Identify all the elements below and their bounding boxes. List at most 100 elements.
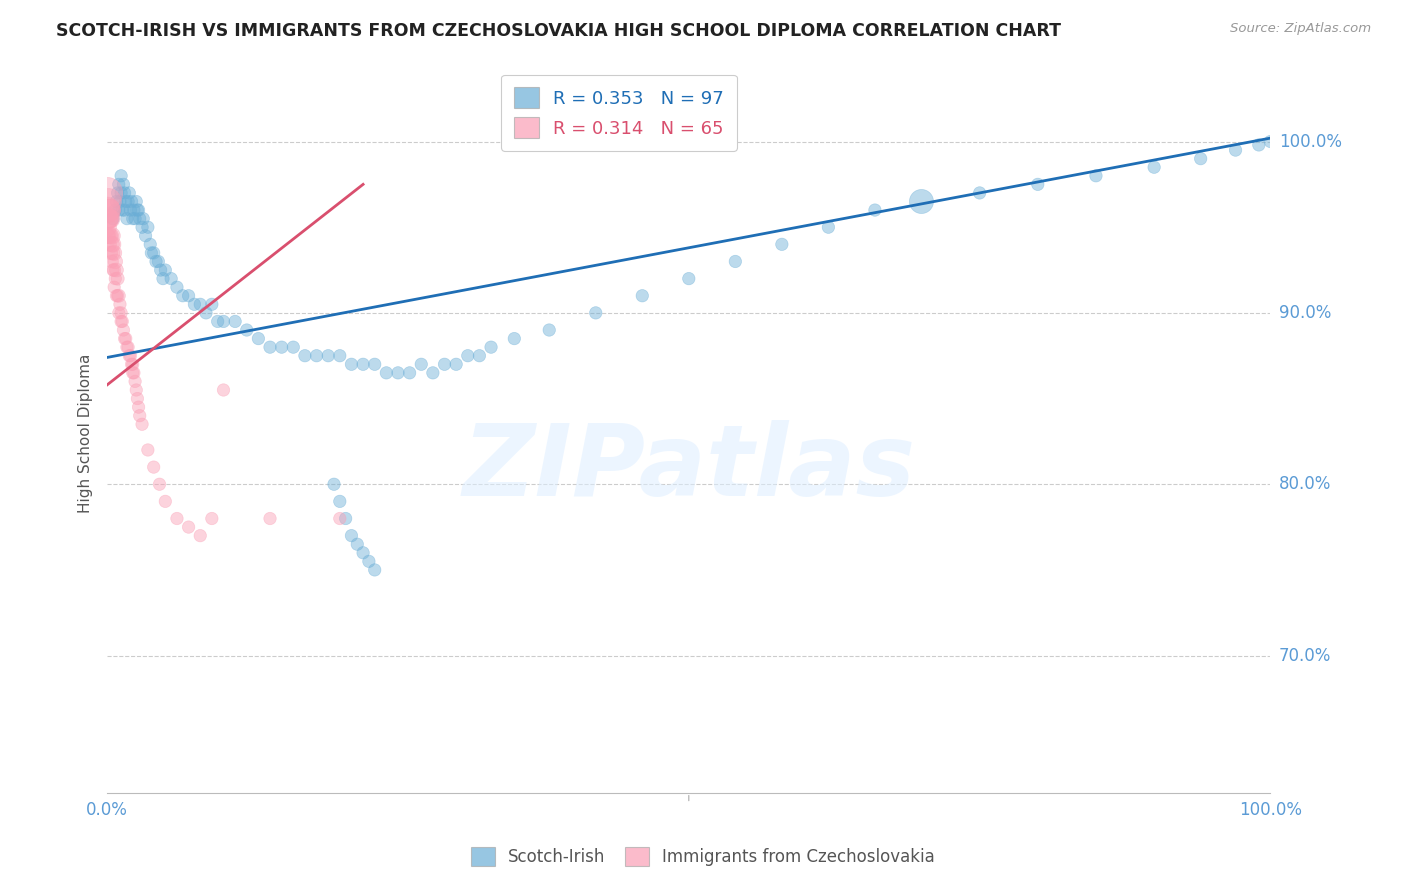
Point — [121, 211, 143, 226]
Point — [1084, 169, 1107, 183]
Point — [96, 211, 118, 226]
Point — [270, 340, 292, 354]
Point — [114, 332, 136, 346]
Point — [101, 237, 124, 252]
Point — [107, 203, 129, 218]
Point — [316, 349, 339, 363]
Point — [110, 306, 132, 320]
Point — [122, 366, 145, 380]
Point — [136, 442, 159, 457]
Point — [166, 511, 188, 525]
Point — [142, 460, 165, 475]
Point — [121, 194, 143, 209]
Point — [110, 186, 132, 200]
Point — [444, 357, 467, 371]
Point — [212, 314, 235, 328]
Point — [104, 203, 127, 218]
Point — [103, 246, 125, 260]
Point — [141, 246, 163, 260]
Point — [128, 409, 150, 423]
Point — [411, 357, 433, 371]
Point — [305, 349, 328, 363]
Point — [770, 237, 793, 252]
Point — [259, 511, 281, 525]
Point — [107, 186, 129, 200]
Point — [1225, 143, 1247, 157]
Point — [724, 254, 747, 268]
Text: 70.0%: 70.0% — [1279, 647, 1331, 665]
Point — [422, 366, 444, 380]
Point — [375, 366, 398, 380]
Point — [101, 211, 124, 226]
Point — [120, 203, 142, 218]
Point — [340, 357, 363, 371]
Point — [114, 194, 136, 209]
Point — [188, 297, 211, 311]
Point — [128, 203, 150, 218]
Point — [132, 211, 155, 226]
Point — [201, 511, 224, 525]
Point — [100, 228, 122, 243]
Point — [103, 280, 125, 294]
Text: ZIPatlas: ZIPatlas — [463, 420, 915, 517]
Point — [398, 366, 420, 380]
Text: 90.0%: 90.0% — [1279, 304, 1331, 322]
Point — [114, 203, 136, 218]
Point — [97, 228, 120, 243]
Point — [114, 186, 136, 200]
Point — [329, 511, 352, 525]
Point — [131, 220, 153, 235]
Point — [352, 357, 374, 371]
Point — [177, 289, 200, 303]
Point — [155, 263, 177, 277]
Point — [364, 357, 387, 371]
Point — [98, 237, 121, 252]
Point — [98, 228, 121, 243]
Point — [107, 289, 129, 303]
Point — [115, 211, 138, 226]
Point — [236, 323, 259, 337]
Point — [101, 246, 124, 260]
Point — [128, 400, 150, 414]
Point — [1260, 135, 1282, 149]
Point — [468, 349, 491, 363]
Point — [1247, 138, 1270, 153]
Text: SCOTCH-IRISH VS IMMIGRANTS FROM CZECHOSLOVAKIA HIGH SCHOOL DIPLOMA CORRELATION C: SCOTCH-IRISH VS IMMIGRANTS FROM CZECHOSL… — [56, 22, 1062, 40]
Point — [96, 203, 118, 218]
Point — [110, 314, 132, 328]
Point — [503, 332, 526, 346]
Point — [212, 383, 235, 397]
Point — [1189, 152, 1212, 166]
Point — [100, 246, 122, 260]
Point — [118, 186, 141, 200]
Point — [127, 392, 149, 406]
Point — [678, 271, 700, 285]
Point — [863, 203, 886, 218]
Point — [117, 340, 139, 354]
Point — [97, 211, 120, 226]
Point — [98, 203, 121, 218]
Point — [107, 306, 129, 320]
Point — [352, 546, 374, 560]
Point — [121, 357, 143, 371]
Point — [107, 271, 129, 285]
Point — [135, 228, 157, 243]
Point — [631, 289, 654, 303]
Point — [111, 203, 134, 218]
Point — [335, 511, 357, 525]
Point — [969, 186, 991, 200]
Point — [118, 349, 141, 363]
Point — [1143, 160, 1166, 174]
Point — [479, 340, 502, 354]
Point — [101, 228, 124, 243]
Point — [259, 340, 281, 354]
Point — [108, 297, 131, 311]
Point — [387, 366, 409, 380]
Point — [457, 349, 479, 363]
Point — [122, 203, 145, 218]
Point — [177, 520, 200, 534]
Point — [224, 314, 246, 328]
Point — [160, 271, 183, 285]
Point — [96, 220, 118, 235]
Point — [323, 477, 346, 491]
